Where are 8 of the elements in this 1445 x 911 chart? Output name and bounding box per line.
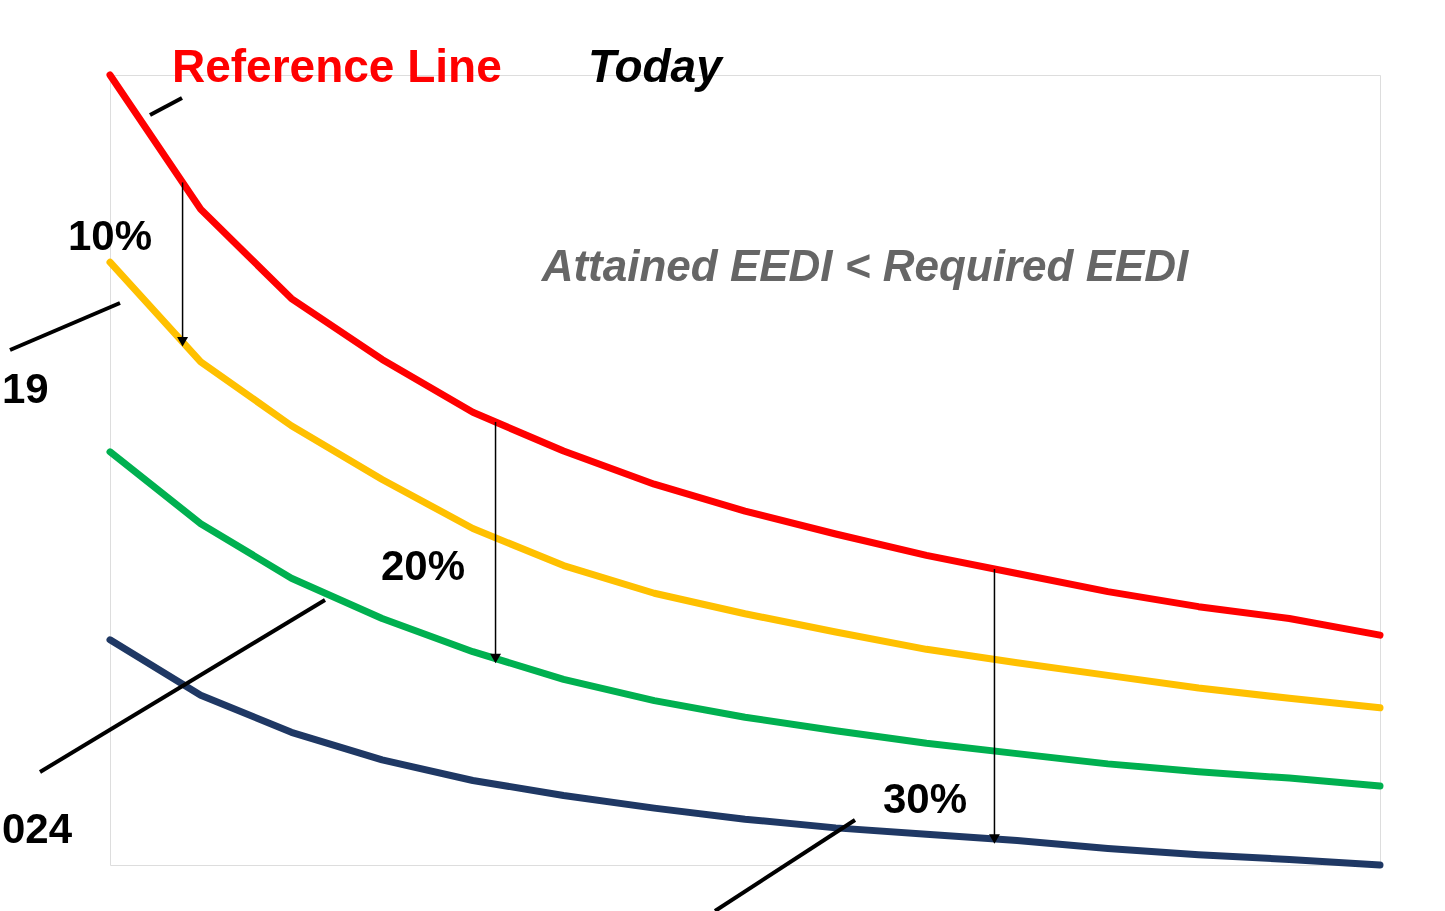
text: 19 (2, 365, 49, 412)
annotation: Today (588, 40, 725, 92)
annotation: 30% (882, 775, 968, 822)
annotation: Reference Line (172, 40, 502, 92)
annotation: 10% (67, 212, 153, 259)
annotation: Attained EEDI < Required EEDI (540, 241, 1190, 290)
annotation: 20% (380, 542, 466, 589)
text: 024 (2, 805, 73, 852)
